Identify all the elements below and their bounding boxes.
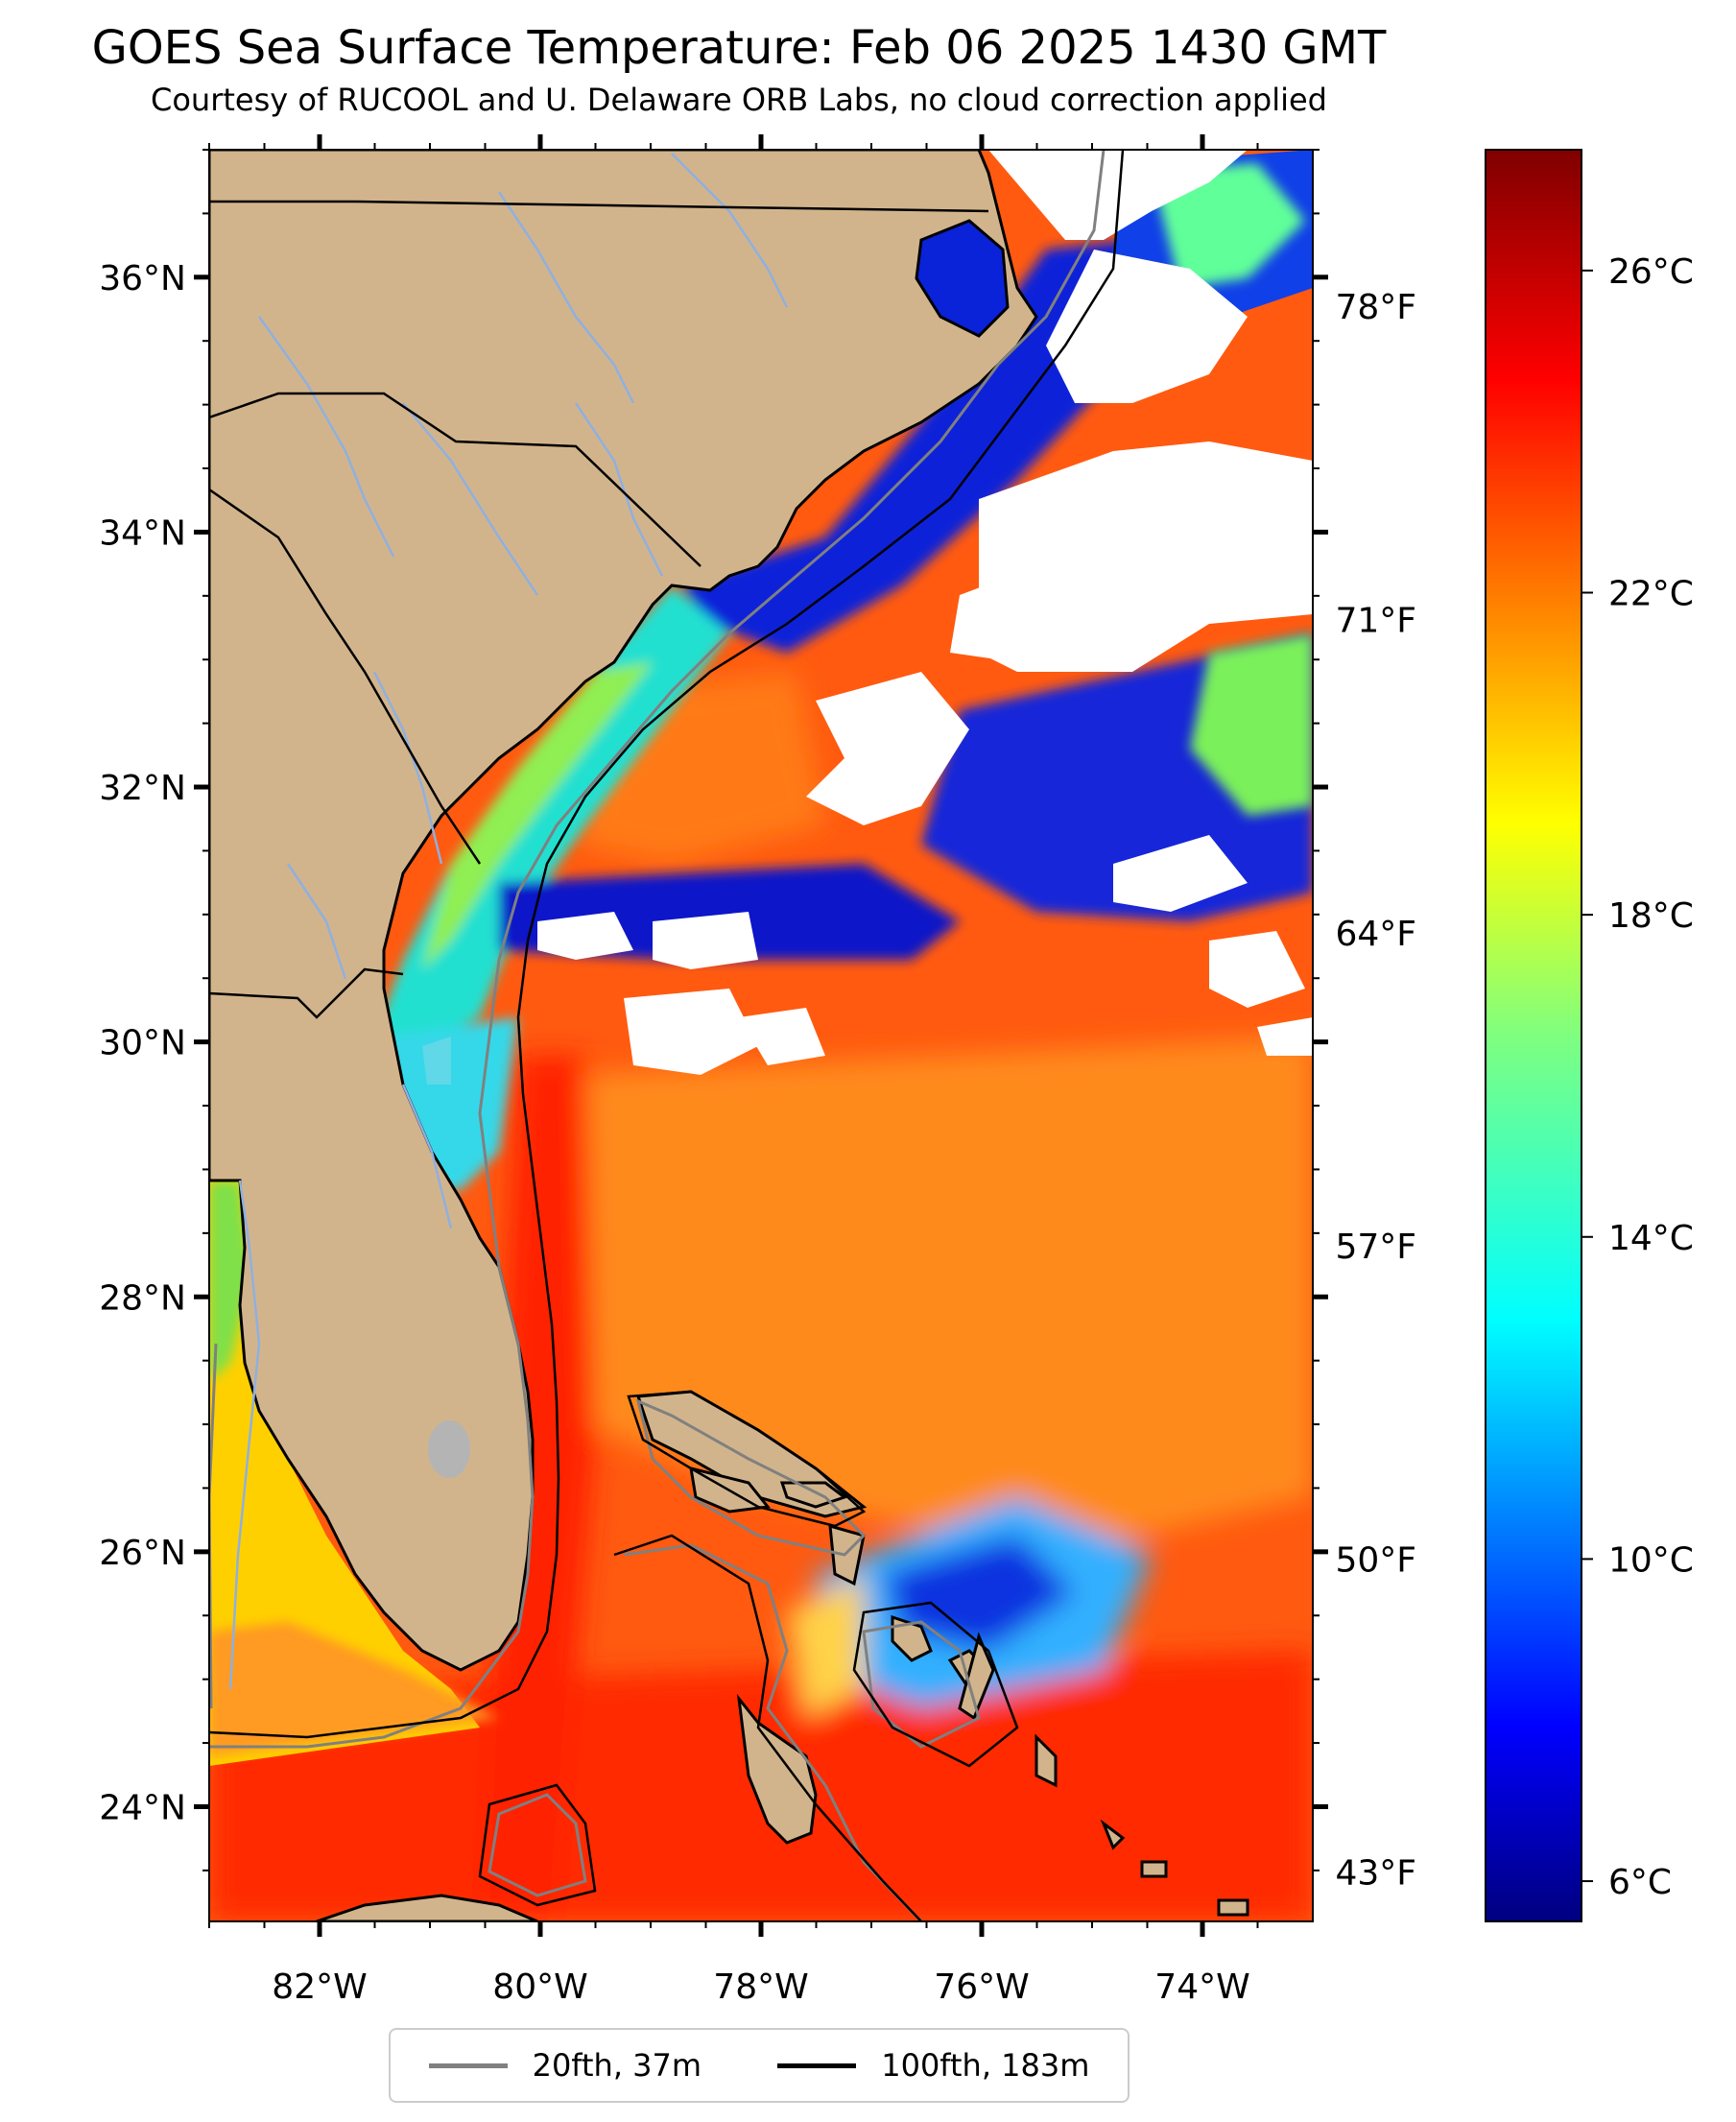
cuba-coast xyxy=(316,1894,538,1921)
us-land xyxy=(209,150,1038,1672)
legend-label-100fth: 100fth, 183m xyxy=(881,2047,1090,2084)
colorbar-c-label: 14°C xyxy=(1608,1219,1694,1258)
legend-swatch-100fth xyxy=(777,2062,857,2068)
lat-tick-label: 28°N xyxy=(99,1278,186,1318)
legend-item-100fth: 100fth, 183m xyxy=(777,2047,1089,2084)
legend-label-20fth: 20fth, 37m xyxy=(532,2047,702,2084)
colorbar-f-label: 43°F xyxy=(1335,1854,1416,1894)
chart-subtitle: Courtesy of RUCOOL and U. Delaware ORB L… xyxy=(151,82,1327,118)
chart-title: GOES Sea Surface Temperature: Feb 06 202… xyxy=(91,21,1387,75)
pamlico-sound xyxy=(915,219,1010,338)
sst-map: 82°W 80°W 78°W 76°W 74°W 24°N 26°N 28°N 30°N 32°N… xyxy=(99,134,1694,2007)
lat-tick-label: 36°N xyxy=(99,259,186,298)
colorbar-c-label: 18°C xyxy=(1608,896,1694,936)
lat-tick-label: 30°N xyxy=(99,1024,186,1063)
shelf-green-inner xyxy=(422,662,653,969)
lon-tick-label: 80°W xyxy=(492,1967,587,2007)
colorbar-c-label: 10°C xyxy=(1608,1540,1694,1580)
bahamas-yellow-rim xyxy=(787,1574,864,1718)
colorbar-f-label: 50°F xyxy=(1335,1540,1416,1580)
colorbar xyxy=(1485,149,1582,1922)
gulf-stream-core xyxy=(480,1056,595,1921)
contour-20fth xyxy=(209,150,1106,1921)
colorbar-f-label: 78°F xyxy=(1335,288,1416,327)
bahamas-islands xyxy=(635,1390,1249,1917)
lon-tick-label: 74°W xyxy=(1154,1967,1249,2007)
legend-swatch-20fth xyxy=(428,2062,508,2068)
lat-tick-label: 34°N xyxy=(99,513,186,553)
colorbar-c-label: 22°C xyxy=(1608,575,1694,614)
ocean-orange-band xyxy=(576,1037,1313,1555)
shelf-cold-north xyxy=(681,240,1142,653)
lon-tick-label: 78°W xyxy=(713,1967,808,2007)
coastal-cold-inlet xyxy=(422,1037,451,1085)
bahamas-blue-core xyxy=(883,1536,1075,1651)
cloud-mask xyxy=(537,150,1313,1075)
legend: 20fth, 37m 100fth, 183m xyxy=(389,2028,1130,2103)
colorbar-c-label: 6°C xyxy=(1608,1863,1672,1902)
lake-okeechobee xyxy=(428,1420,470,1478)
colorbar-c-label: 26°C xyxy=(1608,252,1694,292)
shelf-cyan-central xyxy=(374,585,729,1046)
lon-tick-label: 82°W xyxy=(272,1967,367,2007)
lat-tick-label: 24°N xyxy=(99,1788,186,1827)
lat-tick-label: 26°N xyxy=(99,1534,186,1573)
contour-100fth xyxy=(209,150,1125,1921)
outer-cyan-north xyxy=(1152,163,1305,288)
colorbar-ticks: 6°C 10°C 14°C 18°C 22°C 26°C 43°F 50°F 57°F 64°F 7… xyxy=(1335,252,1693,1902)
state-borders xyxy=(209,200,989,1019)
colorbar-f-label: 57°F xyxy=(1335,1228,1416,1267)
map-axis-ticks: 82°W 80°W 78°W 76°W 74°W 24°N 26°N 28°N 30°N 32°N… xyxy=(99,134,1328,2007)
gulf-green-edge xyxy=(209,1180,251,1382)
legend-item-20fth: 20fth, 37m xyxy=(428,2047,702,2084)
colorbar-f-label: 64°F xyxy=(1335,915,1416,954)
lon-tick-label: 76°W xyxy=(934,1967,1029,2007)
outer-green-mid xyxy=(1190,633,1313,816)
colorbar-f-label: 71°F xyxy=(1335,601,1416,640)
lat-tick-label: 32°N xyxy=(99,769,186,808)
gulf-of-mexico xyxy=(209,1180,480,1766)
